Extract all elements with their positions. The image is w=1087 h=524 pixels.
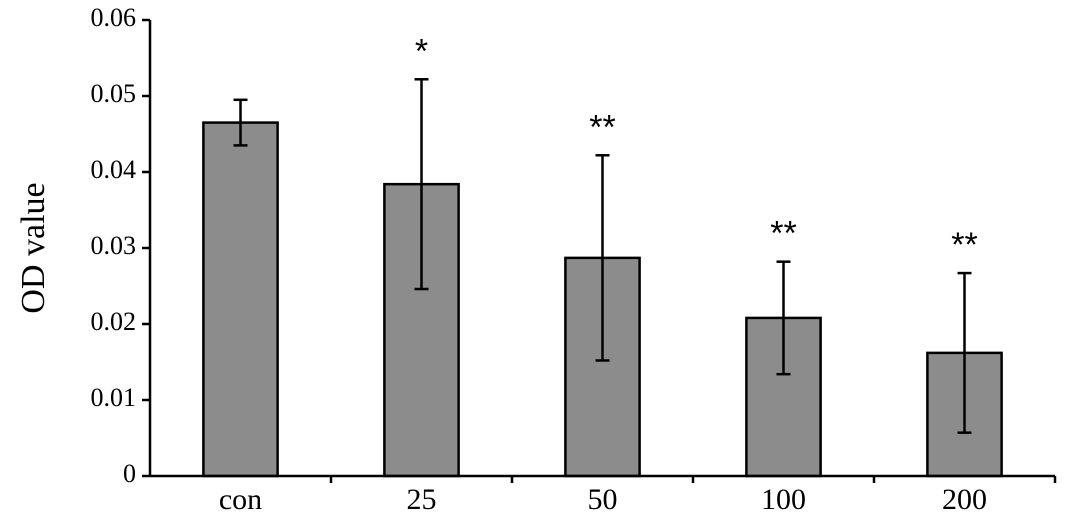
x-tick-label: 25 xyxy=(407,483,437,516)
x-tick-label: 50 xyxy=(588,483,618,516)
y-tick-label: 0.01 xyxy=(91,383,137,412)
y-tick-label: 0.04 xyxy=(91,155,137,184)
x-tick-label: 100 xyxy=(761,483,806,516)
annotation: ** xyxy=(770,215,796,253)
y-tick-label: 0 xyxy=(123,459,136,488)
annotation: * xyxy=(415,32,428,70)
x-tick-label: 200 xyxy=(942,483,987,516)
x-tick-label: con xyxy=(219,483,262,516)
y-tick-label: 0.03 xyxy=(91,231,137,260)
annotation: ** xyxy=(951,226,977,264)
y-tick-label: 0.06 xyxy=(91,3,137,32)
bar xyxy=(202,121,279,478)
y-tick-label: 0.05 xyxy=(91,79,137,108)
annotation: ** xyxy=(589,108,615,146)
y-axis-label: OD value xyxy=(15,182,52,313)
y-tick-label: 0.02 xyxy=(91,307,137,336)
